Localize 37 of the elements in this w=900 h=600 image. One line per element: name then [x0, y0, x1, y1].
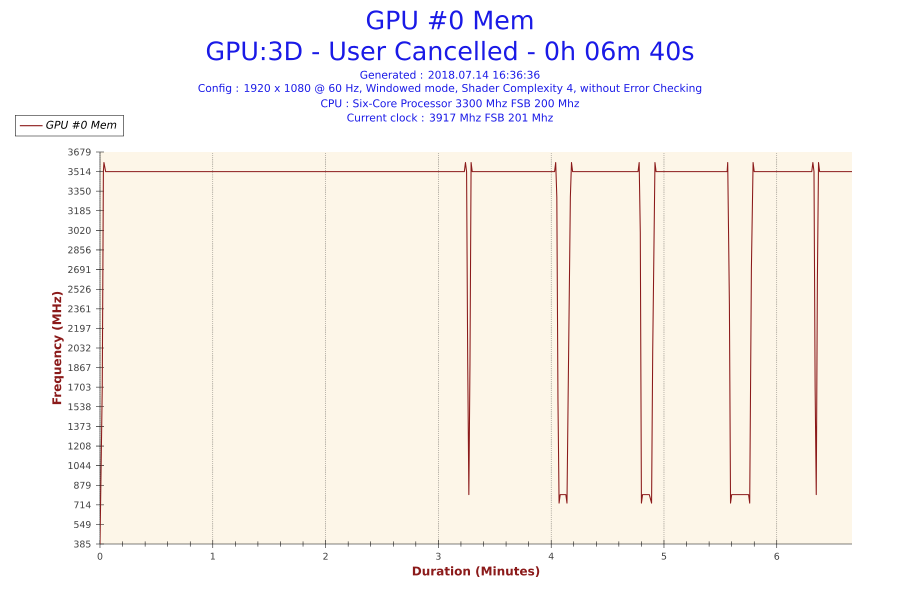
chart-title: GPU #0 Mem — [366, 10, 532, 30]
y-tick-label: 714 — [74, 501, 91, 508]
text: Config : 1920 x 1080 @ 60 Hz, Windowed mode, Shader Complexity 4, without Error Checking — [198, 84, 702, 94]
legend-label: GPU #0 Mem — [46, 120, 116, 129]
y-tick-label: 3679 — [68, 148, 91, 156]
y-tick-label: 1538 — [68, 403, 91, 410]
y-tick-label: 3350 — [68, 188, 91, 195]
y-tick-label: 1208 — [68, 442, 91, 450]
y-tick-label: 2032 — [68, 344, 90, 352]
x-tick-label: 5 — [662, 552, 666, 560]
y-tick-label: 3020 — [68, 226, 91, 234]
x-tick-label: 0 — [98, 552, 102, 560]
text: Generated : 2018.07.14 16:36:36 — [360, 70, 540, 79]
text: Current clock : 3917 Mhz FSB 201 Mhz — [347, 113, 553, 122]
x-tick-label: 1 — [210, 552, 215, 560]
x-tick-label: 2 — [323, 552, 328, 560]
x-tick-label: 4 — [548, 552, 554, 560]
y-tick-label: 2197 — [68, 324, 90, 332]
y-tick-label: 1867 — [68, 364, 90, 372]
text: CPU : Six-Core Processor 3300 Mhz FSB 200 Mhz — [321, 99, 580, 108]
y-tick-label: 2526 — [68, 286, 91, 293]
chart-subtitle: GPU:3D - User Cancelled - 0h 06m 40s — [206, 40, 694, 60]
y-tick-label: 1703 — [68, 384, 91, 391]
y-tick-label: 1044 — [68, 462, 91, 470]
y-tick-label: 2856 — [68, 246, 91, 254]
y-tick-label: 2361 — [68, 305, 90, 312]
y-tick-label: 2691 — [68, 266, 90, 274]
y-tick-label: 549 — [74, 520, 91, 528]
x-axis-title: Duration (Minutes) — [412, 566, 540, 577]
y-axis-title: Frequency (MHz) — [52, 292, 64, 404]
y-tick-label: 879 — [74, 482, 91, 489]
y-tick-label: 385 — [74, 540, 90, 548]
y-tick-label: 1373 — [68, 422, 91, 430]
y-tick-label: 3514 — [68, 168, 91, 176]
y-tick-label: 3185 — [68, 207, 90, 214]
x-tick-label: 3 — [436, 552, 441, 560]
x-tick-label: 6 — [774, 552, 780, 560]
